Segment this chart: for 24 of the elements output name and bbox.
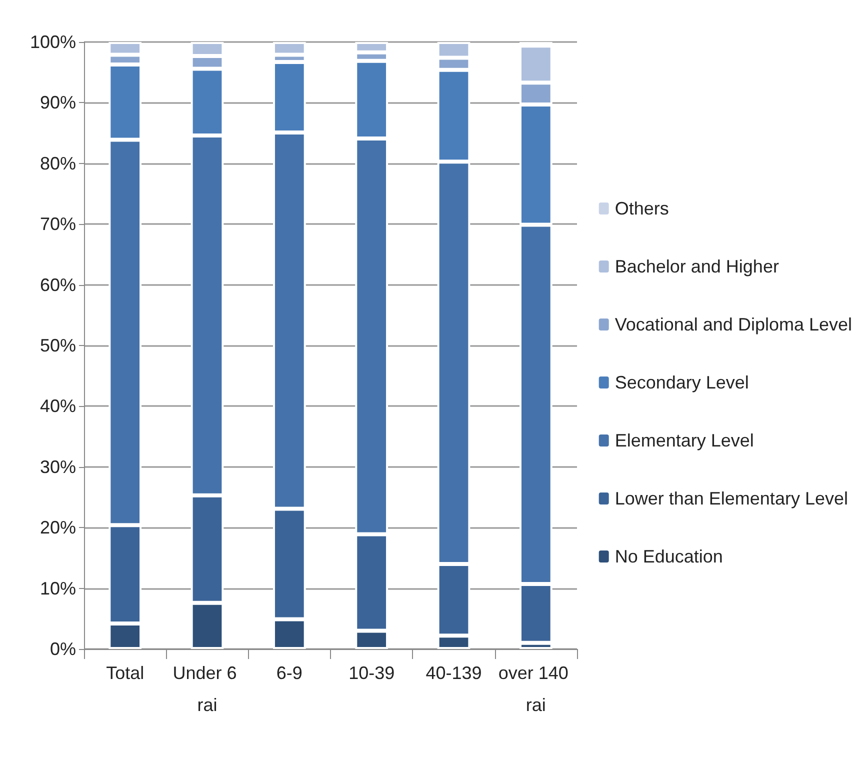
y-tick-label: 20% — [40, 518, 76, 538]
legend-label: Secondary Level — [614, 372, 749, 392]
legend-label: No Education — [614, 546, 723, 566]
x-tick-label: 10-39 — [348, 663, 395, 683]
x-tick-label: Under 6 rai — [172, 663, 242, 715]
y-tick-label: 30% — [40, 456, 76, 477]
x-tick-label: 40-139 — [426, 663, 482, 683]
legend-label: Lower than Elementary Level — [614, 488, 848, 508]
legend-label: Others — [614, 198, 669, 218]
y-tick-label: 10% — [40, 578, 76, 598]
x-tick-label: over 140 rai — [498, 663, 574, 715]
y-tick-label: 70% — [40, 214, 76, 234]
y-tick-label: 60% — [40, 274, 76, 295]
y-tick-label: 90% — [40, 92, 76, 113]
x-tick-label: Total — [106, 663, 144, 683]
y-tick-label: 40% — [40, 396, 76, 416]
y-tick-label: 80% — [40, 153, 76, 174]
y-tick-label: 100% — [30, 32, 76, 52]
y-tick-label: 0% — [50, 639, 76, 659]
y-tick-label: 50% — [40, 336, 76, 356]
legend-label: Bachelor and Higher — [614, 256, 779, 276]
x-tick-label: 6-9 — [276, 663, 302, 683]
legend-label: Vocational and Diploma Level — [614, 314, 852, 334]
legend-label: Elementary Level — [614, 430, 754, 450]
